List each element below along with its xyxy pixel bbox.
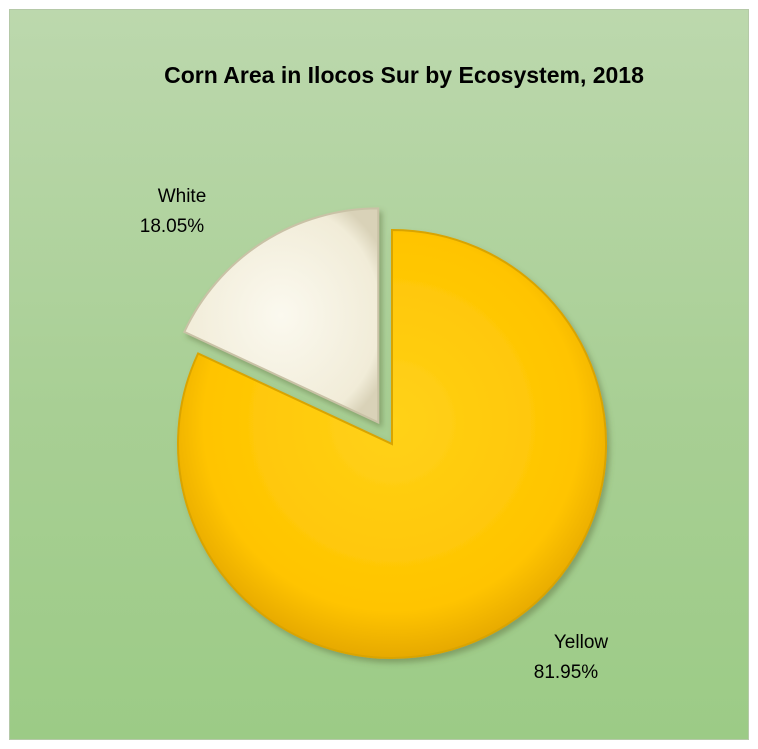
chart-title: Corn Area in Ilocos Sur by Ecosystem, 20… — [164, 62, 644, 88]
pie-slice-white — [183, 207, 380, 424]
chart-area: Corn Area in Ilocos Sur by Ecosystem, 20… — [9, 9, 749, 740]
slice-label-white: White — [158, 186, 207, 207]
pie-slice-yellow — [177, 228, 607, 659]
pie-chart: White 18.05% Yellow 81.95% — [140, 186, 609, 683]
slice-value-white: 18.05% — [140, 216, 205, 237]
slice-label-yellow: Yellow — [554, 632, 609, 653]
slice-value-yellow: 81.95% — [534, 662, 599, 683]
